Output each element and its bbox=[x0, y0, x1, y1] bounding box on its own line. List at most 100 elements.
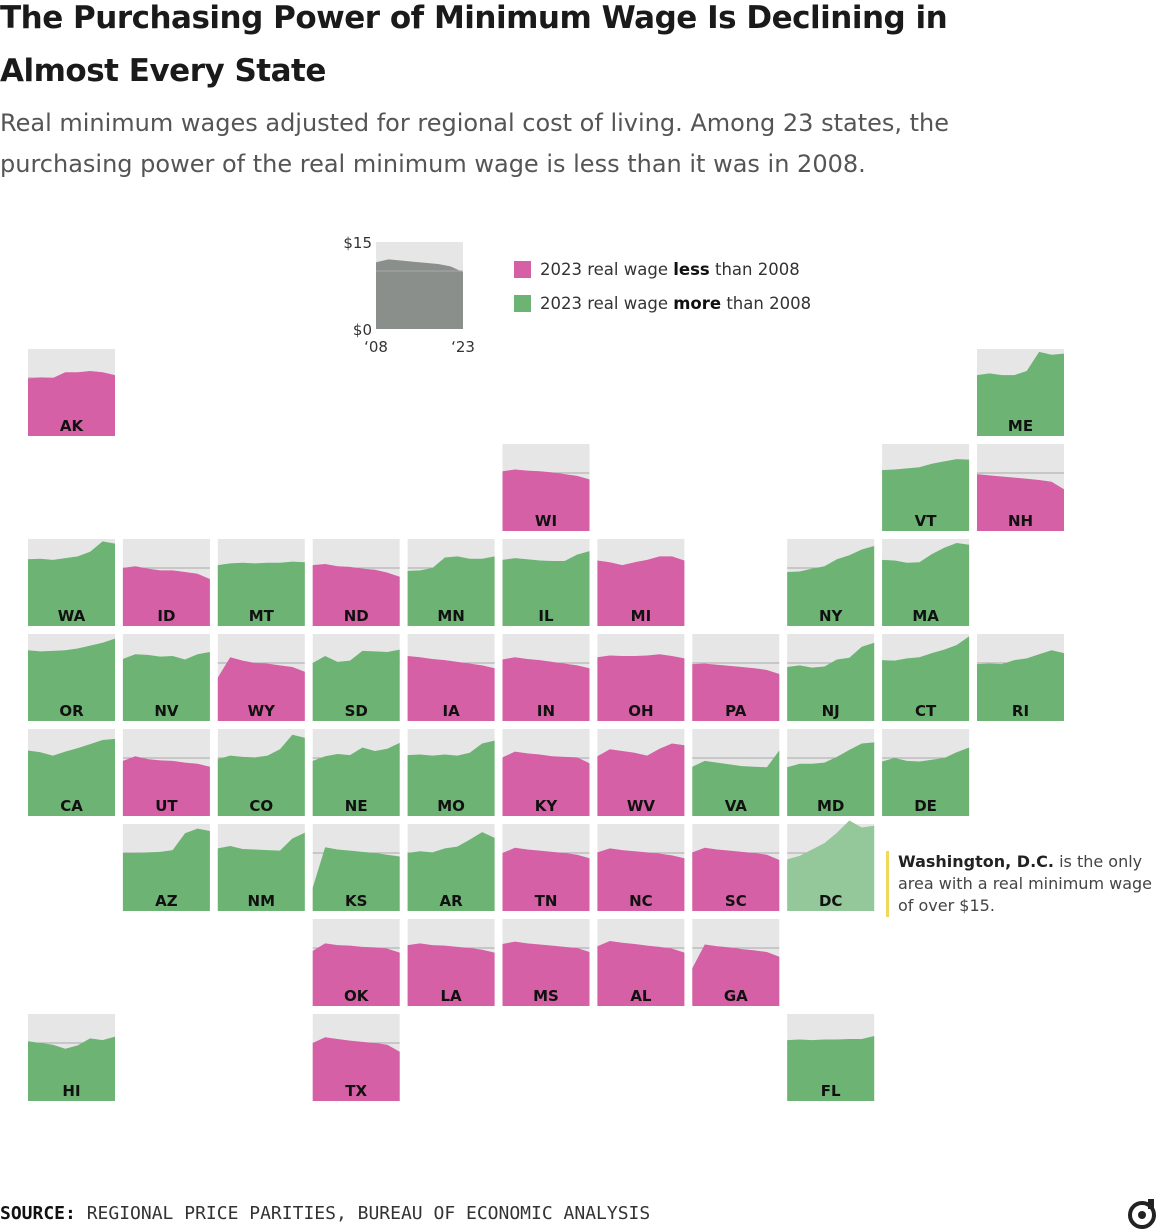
state-area bbox=[502, 941, 590, 1006]
state-label: NC bbox=[629, 892, 653, 910]
state-label: CA bbox=[60, 797, 83, 815]
state-area bbox=[692, 944, 780, 1006]
state-label: AZ bbox=[155, 892, 178, 910]
legend-label: 2023 real wage less than 2008 bbox=[540, 260, 800, 279]
chart-subtitle: Real minimum wages adjusted for regional… bbox=[0, 109, 950, 178]
state-area bbox=[597, 743, 685, 816]
state-label: RI bbox=[1012, 702, 1029, 720]
state-label: UT bbox=[155, 797, 178, 815]
state-label: KY bbox=[535, 797, 559, 815]
state-area bbox=[407, 656, 495, 721]
state-area bbox=[882, 636, 970, 721]
state-label: TX bbox=[345, 1082, 367, 1100]
state-area bbox=[597, 941, 685, 1006]
legend-text: than 2008 bbox=[721, 294, 811, 313]
state-area bbox=[692, 663, 780, 721]
state-area bbox=[217, 561, 305, 626]
state-area bbox=[977, 650, 1064, 721]
state-label: AR bbox=[440, 892, 464, 910]
state-area bbox=[502, 847, 590, 911]
state-label: WV bbox=[627, 797, 656, 815]
state-label: NE bbox=[345, 797, 368, 815]
state-area bbox=[407, 832, 495, 911]
legend-text: than 2008 bbox=[710, 260, 800, 279]
state-label: IA bbox=[442, 702, 460, 720]
state-area bbox=[312, 1037, 400, 1101]
state-label: NJ bbox=[822, 702, 840, 720]
state-area bbox=[407, 556, 495, 626]
logo-ring bbox=[1128, 1201, 1156, 1229]
annotation-bold: Washington, D.C. bbox=[898, 852, 1054, 871]
state-area bbox=[312, 742, 400, 816]
state-label: CT bbox=[915, 702, 937, 720]
state-label: MS bbox=[533, 987, 559, 1005]
state-label: AL bbox=[630, 987, 652, 1005]
state-label: VA bbox=[725, 797, 748, 815]
state-label: MD bbox=[817, 797, 844, 815]
state-label: OK bbox=[344, 987, 370, 1005]
logo-notch bbox=[1148, 1199, 1154, 1209]
annotation: Washington, D.C. is the only area with a… bbox=[886, 851, 1160, 917]
state-area bbox=[312, 563, 400, 626]
state-area bbox=[787, 742, 875, 816]
state-area bbox=[787, 1036, 875, 1101]
state-area bbox=[502, 751, 590, 816]
legend-text: 2023 real wage bbox=[540, 294, 673, 313]
state-label: WA bbox=[58, 607, 86, 625]
x-tick-label: ‘08 bbox=[364, 338, 388, 356]
state-area bbox=[217, 832, 305, 911]
state-area bbox=[312, 649, 400, 721]
y-tick-label: $0 bbox=[353, 321, 372, 339]
state-label: WY bbox=[248, 702, 277, 720]
state-area bbox=[882, 543, 970, 626]
state-area bbox=[692, 847, 780, 911]
x-tick-label: ‘23 bbox=[451, 338, 475, 356]
state-label: DE bbox=[914, 797, 937, 815]
state-label: PA bbox=[725, 702, 747, 720]
state-label: KS bbox=[345, 892, 367, 910]
state-area bbox=[312, 943, 400, 1006]
state-area bbox=[977, 474, 1064, 531]
state-area bbox=[122, 651, 210, 721]
state-label: OR bbox=[59, 702, 84, 720]
state-area bbox=[217, 734, 305, 816]
state-area bbox=[787, 642, 875, 721]
chart-title: The Purchasing Power of Minimum Wage Is … bbox=[0, 0, 948, 89]
state-label: MO bbox=[437, 797, 465, 815]
state-area bbox=[312, 847, 400, 911]
state-label: MA bbox=[912, 607, 939, 625]
state-label: ND bbox=[344, 607, 369, 625]
state-area bbox=[502, 551, 590, 626]
state-label: MN bbox=[437, 607, 464, 625]
state-label: LA bbox=[441, 987, 463, 1005]
legend-bold: more bbox=[673, 294, 721, 313]
state-label: NY bbox=[819, 607, 844, 625]
y-tick-label: $15 bbox=[343, 234, 372, 252]
state-label: WI bbox=[535, 512, 557, 530]
state-label: NM bbox=[248, 892, 275, 910]
legend-bold: less bbox=[673, 260, 710, 279]
state-area bbox=[28, 638, 115, 721]
source-label: SOURCE: bbox=[0, 1203, 76, 1224]
state-area bbox=[28, 541, 115, 626]
state-label: IN bbox=[537, 702, 555, 720]
state-label: CO bbox=[249, 797, 273, 815]
state-area bbox=[502, 657, 590, 721]
state-area bbox=[217, 657, 305, 721]
legend-label: 2023 real wage more than 2008 bbox=[540, 294, 811, 313]
state-label: NH bbox=[1008, 512, 1033, 530]
state-label: VT bbox=[915, 512, 938, 530]
state-label: NV bbox=[154, 702, 179, 720]
legend-swatch bbox=[514, 295, 531, 312]
source: SOURCE: REGIONAL PRICE PARITIES, BUREAU … bbox=[0, 1203, 650, 1224]
state-area bbox=[28, 371, 115, 436]
legend-swatch bbox=[514, 261, 531, 278]
state-area bbox=[407, 740, 495, 816]
state-area bbox=[122, 756, 210, 816]
state-area bbox=[977, 351, 1064, 436]
state-area bbox=[122, 828, 210, 911]
source-text: REGIONAL PRICE PARITIES, BUREAU OF ECONO… bbox=[86, 1203, 651, 1224]
state-area bbox=[407, 943, 495, 1006]
chart: $15 $0‘08 ‘23 2023 real wage less than 2008… bbox=[28, 234, 1064, 1101]
